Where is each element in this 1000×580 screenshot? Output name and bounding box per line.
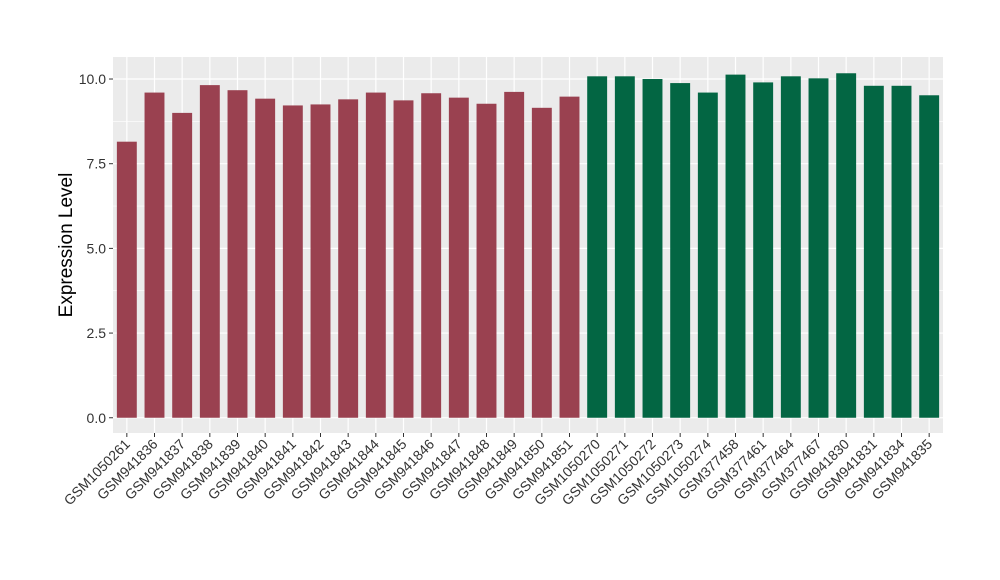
bar: [504, 91, 525, 418]
bar: [421, 93, 442, 418]
bar: [863, 85, 884, 418]
bar: [144, 92, 165, 418]
bar: [227, 90, 248, 418]
bar: [780, 76, 801, 418]
bar: [808, 78, 829, 418]
bar: [531, 107, 552, 418]
y-tick-label: 10.0: [79, 71, 106, 87]
x-axis: GSM1050261GSM941836GSM941837GSM941838GSM…: [61, 433, 935, 508]
bar: [365, 92, 386, 418]
bar: [310, 104, 331, 418]
bar: [891, 85, 912, 418]
bar: [587, 76, 608, 418]
bar: [725, 74, 746, 418]
bar: [282, 105, 303, 418]
bar: [255, 98, 276, 418]
y-tick-label: 5.0: [87, 240, 107, 256]
bar: [836, 73, 857, 418]
panel-background: [113, 57, 943, 433]
y-axis-title: Expression Level: [56, 173, 77, 318]
bar: [559, 96, 580, 418]
bar: [476, 103, 497, 418]
bar: [448, 97, 469, 418]
bar: [919, 95, 940, 418]
bar: [116, 141, 137, 418]
bar: [753, 82, 774, 418]
y-tick-label: 2.5: [87, 325, 107, 341]
bar: [338, 99, 359, 418]
bar: [199, 85, 220, 418]
bar: [172, 112, 193, 418]
bar: [697, 92, 718, 418]
y-tick-label: 0.0: [87, 410, 107, 426]
y-tick-label: 7.5: [87, 156, 107, 172]
bar: [642, 79, 663, 418]
y-axis: 0.0 2.5 5.0 7.5 10.0: [79, 71, 113, 426]
bars: [116, 73, 940, 418]
bar: [614, 76, 635, 418]
bar: [393, 100, 414, 418]
bar: [670, 83, 691, 418]
